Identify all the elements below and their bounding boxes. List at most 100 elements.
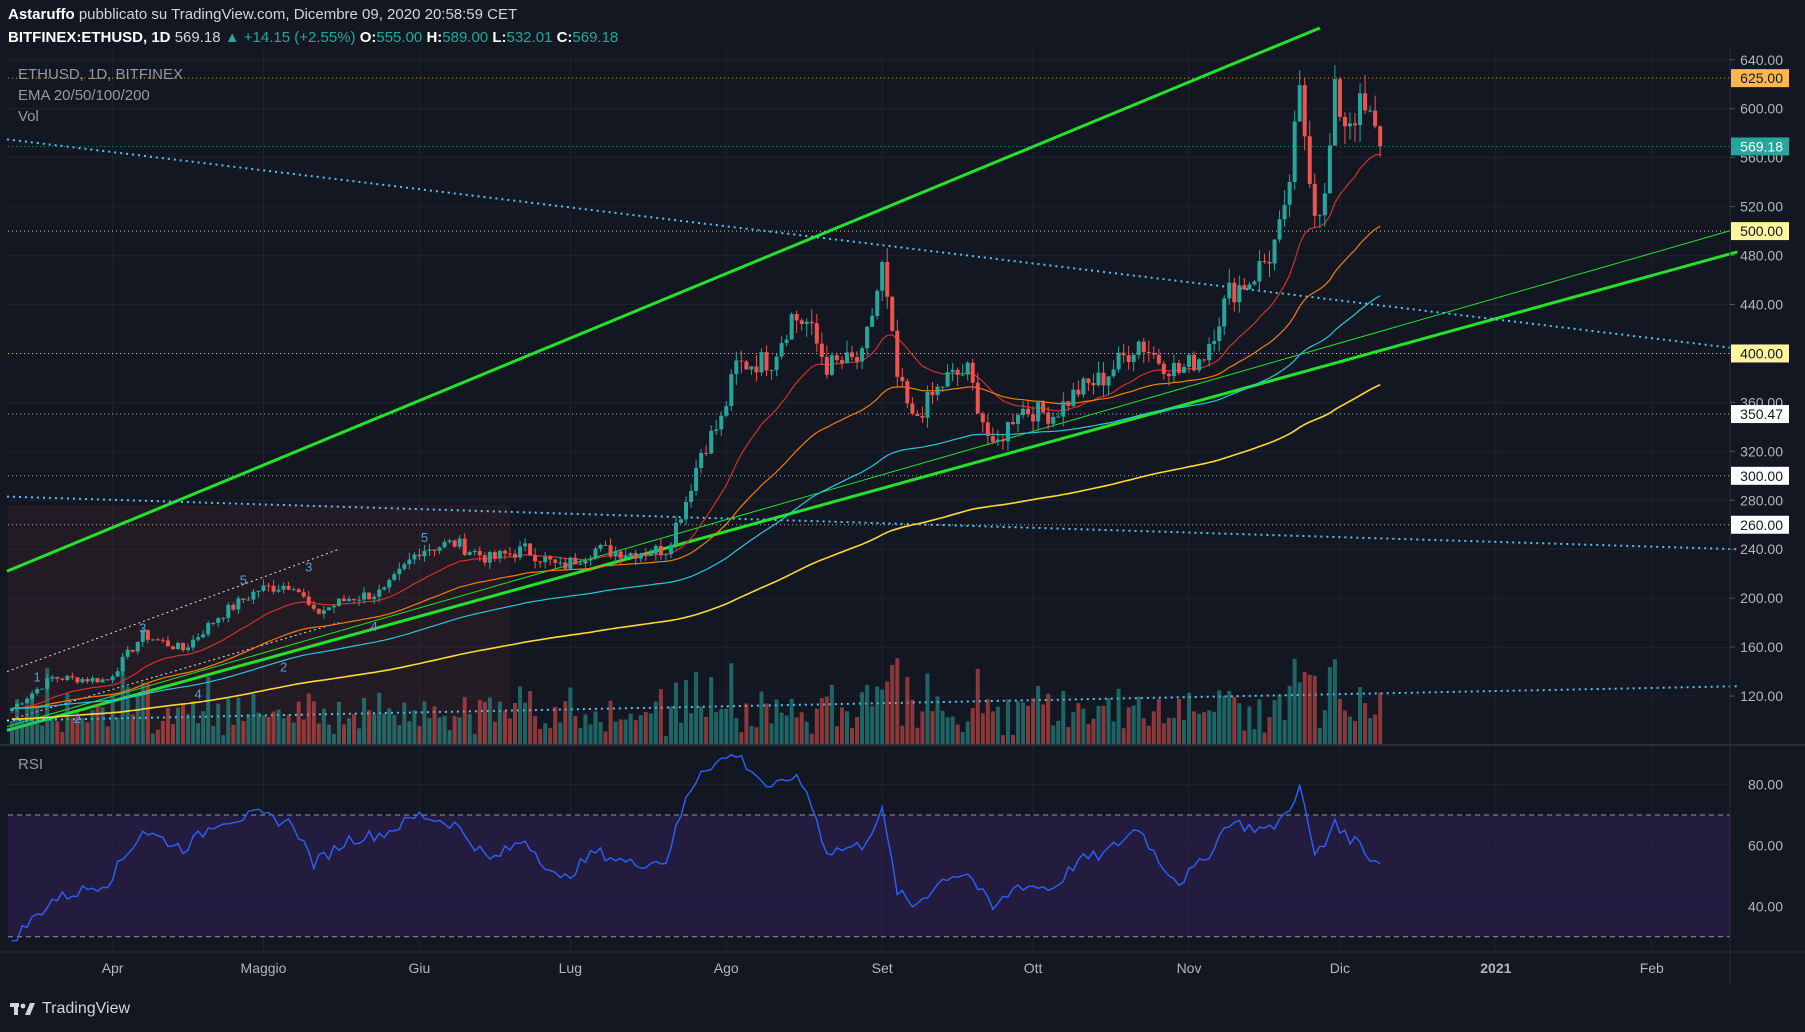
volume-bar xyxy=(1126,707,1131,745)
volume-bar xyxy=(261,715,266,745)
candle-body xyxy=(1363,93,1368,111)
candle-body xyxy=(533,555,538,562)
volume-bar xyxy=(628,713,633,745)
volume-bar xyxy=(759,691,764,745)
candle-body xyxy=(1116,352,1121,370)
candle-body xyxy=(1242,285,1247,290)
candle-body xyxy=(45,678,50,689)
candle-body xyxy=(1277,219,1282,240)
tradingview-logo[interactable]: TradingView xyxy=(10,1000,130,1018)
candle-body xyxy=(704,453,709,455)
candle-body xyxy=(890,296,895,331)
candle-body xyxy=(613,551,618,556)
volume-bar xyxy=(1141,718,1146,745)
candle-body xyxy=(357,599,362,601)
volume-bar xyxy=(125,686,130,745)
candle-body xyxy=(160,639,165,641)
volume-bar xyxy=(482,701,487,745)
channel-inner-line xyxy=(6,228,1738,728)
x-tick-label: Ago xyxy=(714,960,739,976)
dotted-base-line xyxy=(6,685,1738,722)
volume-bar xyxy=(1373,714,1378,745)
candle-body xyxy=(850,352,855,358)
wave-label: 2 xyxy=(280,660,287,675)
wave-label: 1 xyxy=(34,669,41,684)
ema-line xyxy=(11,383,1381,720)
candle-body xyxy=(900,376,905,382)
price-change: +14.15 (+2.55%) xyxy=(243,29,356,46)
volume-bar xyxy=(477,699,482,745)
candle-body xyxy=(754,366,759,373)
volume-bar xyxy=(910,699,915,745)
candle-body xyxy=(960,374,965,376)
symbol-label[interactable]: BITFINEX:ETHUSD, 1D xyxy=(8,29,171,46)
candle-body xyxy=(387,579,392,588)
volume-bar xyxy=(754,727,759,745)
volume-bar xyxy=(347,718,352,745)
volume-bar xyxy=(844,711,849,745)
rsi-axis[interactable]: 80.00 60.00 40.00 xyxy=(1748,777,1783,915)
candle-body xyxy=(875,290,880,316)
candle-body xyxy=(105,679,110,681)
time-axis[interactable]: Apr Maggio Giu Lug Ago Set Ott Nov Dic 2021 Feb xyxy=(102,960,1664,976)
candle-body xyxy=(1046,412,1051,424)
volume-bar xyxy=(286,715,291,745)
candle-body xyxy=(1166,373,1171,377)
volume-bar xyxy=(301,719,306,745)
volume-bar xyxy=(553,706,558,745)
volume-bar xyxy=(1136,696,1141,745)
candle-body xyxy=(1353,123,1358,126)
volume-bar xyxy=(689,713,694,745)
candle-body xyxy=(608,545,613,556)
volume-bar xyxy=(306,693,311,745)
candle-body xyxy=(462,538,467,555)
up-arrow-icon: ▲ xyxy=(224,29,240,46)
wave-label: 3 xyxy=(305,559,312,574)
candle-body xyxy=(1212,341,1217,344)
candle-body xyxy=(482,555,487,563)
author-name[interactable]: Astaruffo xyxy=(8,6,75,23)
volume-bar xyxy=(352,714,357,745)
volume-bar xyxy=(1237,703,1242,745)
volume-bar xyxy=(427,717,432,745)
legend-symbol[interactable]: ETHUSD, 1D, BITFINEX xyxy=(18,66,184,83)
dotted-support-line xyxy=(6,495,1738,551)
volume-bar xyxy=(201,711,206,745)
candle-body xyxy=(784,339,789,344)
volume-bar xyxy=(367,709,372,745)
volume-bar xyxy=(784,715,789,745)
candle-body xyxy=(1267,261,1272,264)
candle-body xyxy=(1096,372,1101,386)
channel-lower-line xyxy=(6,250,1738,732)
candle-body xyxy=(638,553,643,559)
volume-bar xyxy=(563,701,568,745)
legend-ema[interactable]: EMA 20/50/100/200 xyxy=(18,87,150,104)
volume-bar xyxy=(95,705,100,745)
candle-body xyxy=(653,546,658,554)
candle-body xyxy=(1207,343,1212,361)
candle-body xyxy=(1101,372,1106,386)
volume-bar xyxy=(719,708,724,745)
candle-body xyxy=(709,430,714,454)
volume-bar xyxy=(578,727,583,745)
candle-body xyxy=(1106,376,1111,386)
last-price: 569.18 xyxy=(174,29,221,46)
candle-body xyxy=(1010,421,1015,425)
legend-volume[interactable]: Vol xyxy=(18,108,39,125)
wave-label: 4 xyxy=(371,619,378,634)
candle-body xyxy=(1202,359,1207,361)
candle-body xyxy=(865,326,870,349)
candle-body xyxy=(1171,363,1176,377)
legend-rsi[interactable]: RSI xyxy=(18,756,44,773)
x-tick-label: Feb xyxy=(1640,960,1664,976)
level-price-label-bg xyxy=(1731,344,1789,363)
candle-body xyxy=(1146,352,1151,354)
volume-bar xyxy=(875,686,880,745)
candle-body xyxy=(472,550,477,552)
candle-body xyxy=(1111,369,1116,377)
volume-bar xyxy=(1171,717,1176,745)
low-value: 532.01 xyxy=(506,29,553,46)
candle-body xyxy=(985,422,990,437)
volume-bar xyxy=(1217,690,1222,745)
